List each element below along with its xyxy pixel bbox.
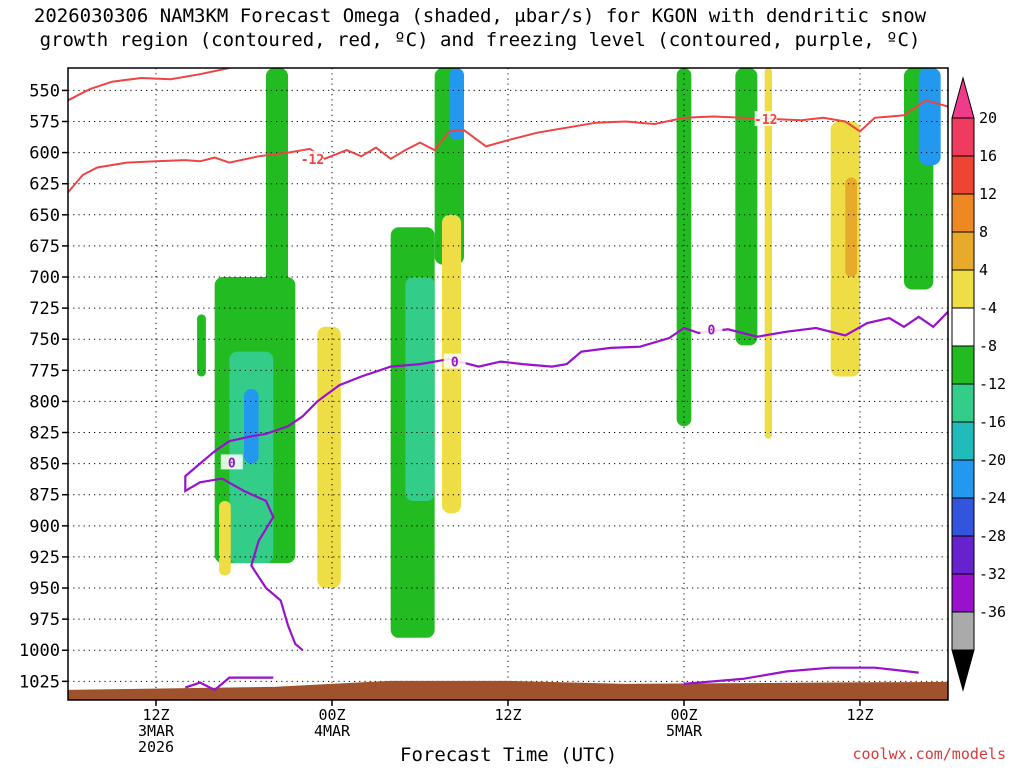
zero-label-1-bg xyxy=(220,454,243,470)
y-tick-label-1025: 1025 xyxy=(19,672,60,692)
colorbar-swatch-11 xyxy=(951,535,975,575)
colorbar-swatch-10 xyxy=(951,497,975,537)
colorbar-label-7: -12 xyxy=(979,375,1006,393)
minus12-label-1: -12 xyxy=(301,153,324,168)
y-tick-label-925: 925 xyxy=(29,548,60,568)
colorbar-label-3: 8 xyxy=(979,223,988,241)
y-tick-label-750: 750 xyxy=(29,330,60,350)
chart-title: 2026030306 NAM3KM Forecast Omega (shaded… xyxy=(0,4,960,52)
colorbar-swatch-9 xyxy=(951,459,975,499)
y-tick-label-875: 875 xyxy=(29,486,60,506)
omega-region-18 xyxy=(219,500,231,576)
omega-region-7 xyxy=(449,68,464,141)
minus12-label-2: -12 xyxy=(754,113,777,128)
zero-label-3: 0 xyxy=(707,323,715,338)
minus12-label-1-bg xyxy=(301,150,324,166)
colorbar-label-2: 12 xyxy=(979,185,997,203)
y-tick-label-650: 650 xyxy=(29,206,60,226)
omega-region-8 xyxy=(735,68,758,346)
colorbar-label-8: -16 xyxy=(979,413,1006,431)
colorbar-label-12: -32 xyxy=(979,565,1006,583)
x-axis-label: Forecast Time (UTC) xyxy=(400,744,618,766)
x-tick-label-12-2: 3MAR xyxy=(138,722,175,740)
colorbar-top-arrow xyxy=(951,76,975,119)
colorbar-label-11: -28 xyxy=(979,527,1006,545)
colorbar-swatch-8 xyxy=(951,421,975,461)
y-tick-label-1000: 1000 xyxy=(19,641,60,661)
omega-region-14 xyxy=(317,326,341,589)
y-tick-label-600: 600 xyxy=(29,144,60,164)
y-tick-label-575: 575 xyxy=(29,112,60,132)
y-tick-label-975: 975 xyxy=(29,610,60,630)
y-tick-label-825: 825 xyxy=(29,424,60,444)
omega-region-16 xyxy=(764,68,772,439)
minus12-contour-top xyxy=(68,68,230,102)
colorbar-swatch-1 xyxy=(951,155,975,195)
y-tick-label-850: 850 xyxy=(29,455,60,475)
y-tick-label-675: 675 xyxy=(29,237,60,257)
zero-contour-surface xyxy=(683,666,919,685)
x-tick-label-12-1: 12Z xyxy=(142,706,169,724)
omega-region-3 xyxy=(244,388,259,464)
colorbar-swatch-7 xyxy=(951,383,975,423)
zero-label-2-bg xyxy=(443,353,466,369)
colorbar-label-9: -20 xyxy=(979,451,1006,469)
title-line-2: growth region (contoured, red, ºC) and f… xyxy=(39,29,921,51)
colorbar-label-1: 16 xyxy=(979,147,997,165)
omega-region-13 xyxy=(845,177,858,278)
x-tick-label-48-2: 5MAR xyxy=(666,722,703,740)
y-tick-label-700: 700 xyxy=(29,268,60,288)
x-tick-label-36-1: 12Z xyxy=(494,706,521,724)
colorbar-label-0: 20 xyxy=(979,109,997,127)
colorbar-swatch-3 xyxy=(951,231,975,271)
y-tick-label-775: 775 xyxy=(29,361,60,381)
y-tick-label-800: 800 xyxy=(29,392,60,412)
minus12-contour xyxy=(68,99,948,194)
colorbar-swatch-13 xyxy=(951,611,975,651)
x-tick-label-12-3: 2026 xyxy=(138,738,174,756)
colorbar-label-13: -36 xyxy=(979,603,1006,621)
x-tick-label-60-1: 12Z xyxy=(846,706,873,724)
y-tick-label-625: 625 xyxy=(29,175,60,195)
terrain xyxy=(68,680,948,700)
omega-region-5 xyxy=(405,277,435,501)
omega-region-11 xyxy=(918,68,941,166)
zero-label-3-bg xyxy=(700,321,723,337)
zero-label-1: 0 xyxy=(228,456,236,471)
zero-contour xyxy=(184,311,948,652)
omega-region-9 xyxy=(676,68,692,427)
y-tick-label-725: 725 xyxy=(29,299,60,319)
y-tick-label-950: 950 xyxy=(29,579,60,599)
colorbar-bottom-arrow xyxy=(951,649,975,692)
x-tick-label-48-1: 00Z xyxy=(670,706,697,724)
colorbar-swatch-0 xyxy=(951,117,975,157)
credit-text: coolwx.com/models xyxy=(852,745,1006,763)
omega-region-17 xyxy=(197,314,206,377)
plot-content: -12 -12 0 0 0 xyxy=(68,68,948,700)
colorbar-swatch-5 xyxy=(951,307,975,347)
x-tick-label-24-1: 00Z xyxy=(318,706,345,724)
colorbar-swatch-2 xyxy=(951,193,975,233)
zero-label-2: 0 xyxy=(451,356,459,371)
colorbar-label-10: -24 xyxy=(979,489,1006,507)
colorbar-label-6: -8 xyxy=(979,337,997,355)
colorbar-swatch-12 xyxy=(951,573,975,613)
y-tick-label-900: 900 xyxy=(29,517,60,537)
title-line-1: 2026030306 NAM3KM Forecast Omega (shaded… xyxy=(33,5,927,27)
minus12-label-2-bg xyxy=(754,111,777,127)
colorbar-label-4: 4 xyxy=(979,261,988,279)
x-tick-label-24-2: 4MAR xyxy=(314,722,351,740)
colorbar-swatch-6 xyxy=(951,345,975,385)
colorbar-label-5: -4 xyxy=(979,299,997,317)
zero-contour-bottom xyxy=(184,676,274,692)
y-tick-label-550: 550 xyxy=(29,81,60,101)
colorbar-swatch-4 xyxy=(951,269,975,309)
